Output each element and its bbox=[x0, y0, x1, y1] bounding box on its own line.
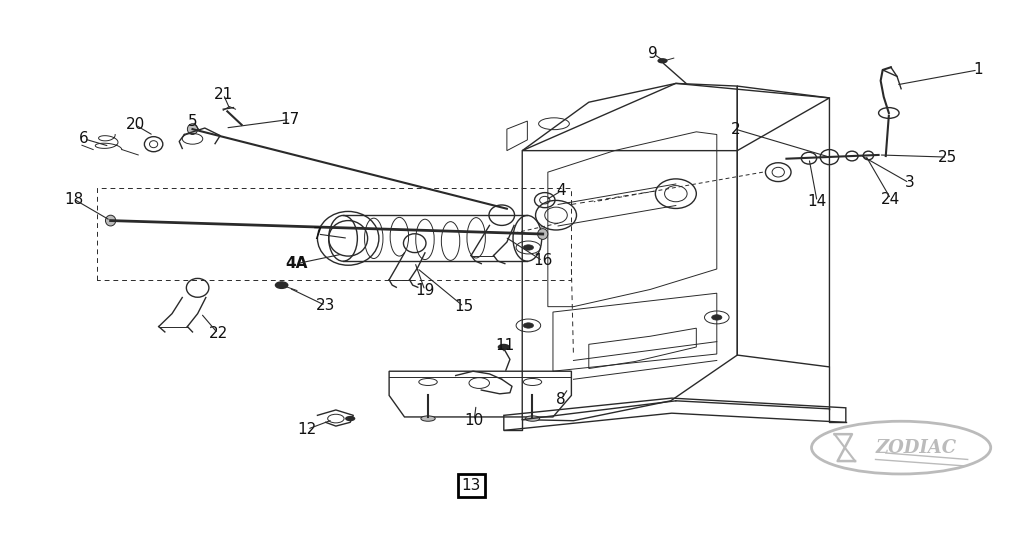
Text: 25: 25 bbox=[938, 150, 956, 165]
Text: 1: 1 bbox=[973, 62, 983, 77]
Text: 8: 8 bbox=[556, 392, 566, 407]
Text: 16: 16 bbox=[534, 253, 552, 268]
Text: 24: 24 bbox=[882, 192, 900, 207]
Text: 6: 6 bbox=[79, 131, 89, 146]
Text: 19: 19 bbox=[416, 283, 434, 298]
Text: 4A: 4A bbox=[286, 256, 308, 271]
Circle shape bbox=[498, 344, 510, 350]
Text: 23: 23 bbox=[316, 298, 335, 313]
Text: 15: 15 bbox=[455, 299, 473, 314]
Circle shape bbox=[275, 282, 288, 288]
Circle shape bbox=[345, 416, 355, 421]
Text: 14: 14 bbox=[808, 194, 826, 209]
Text: 9: 9 bbox=[648, 46, 658, 61]
Text: 4: 4 bbox=[556, 183, 566, 199]
Text: 21: 21 bbox=[214, 87, 232, 102]
Text: 7: 7 bbox=[312, 226, 323, 242]
Text: ZODIAC: ZODIAC bbox=[876, 438, 957, 457]
Text: 17: 17 bbox=[281, 112, 299, 127]
Text: 22: 22 bbox=[209, 326, 227, 341]
Text: 20: 20 bbox=[126, 117, 144, 132]
Ellipse shape bbox=[105, 215, 116, 226]
Ellipse shape bbox=[187, 124, 198, 134]
Circle shape bbox=[657, 58, 668, 63]
Circle shape bbox=[523, 323, 534, 328]
Text: 13: 13 bbox=[462, 478, 480, 493]
Text: 3: 3 bbox=[904, 175, 914, 190]
Text: 12: 12 bbox=[298, 422, 316, 437]
Text: 5: 5 bbox=[187, 114, 198, 129]
Text: 10: 10 bbox=[465, 413, 483, 428]
Circle shape bbox=[712, 315, 722, 320]
Circle shape bbox=[523, 245, 534, 250]
Text: 2: 2 bbox=[730, 122, 740, 137]
Text: 18: 18 bbox=[65, 192, 83, 207]
Ellipse shape bbox=[421, 416, 435, 421]
Ellipse shape bbox=[538, 229, 548, 239]
Ellipse shape bbox=[525, 416, 540, 421]
Text: 11: 11 bbox=[496, 338, 514, 353]
